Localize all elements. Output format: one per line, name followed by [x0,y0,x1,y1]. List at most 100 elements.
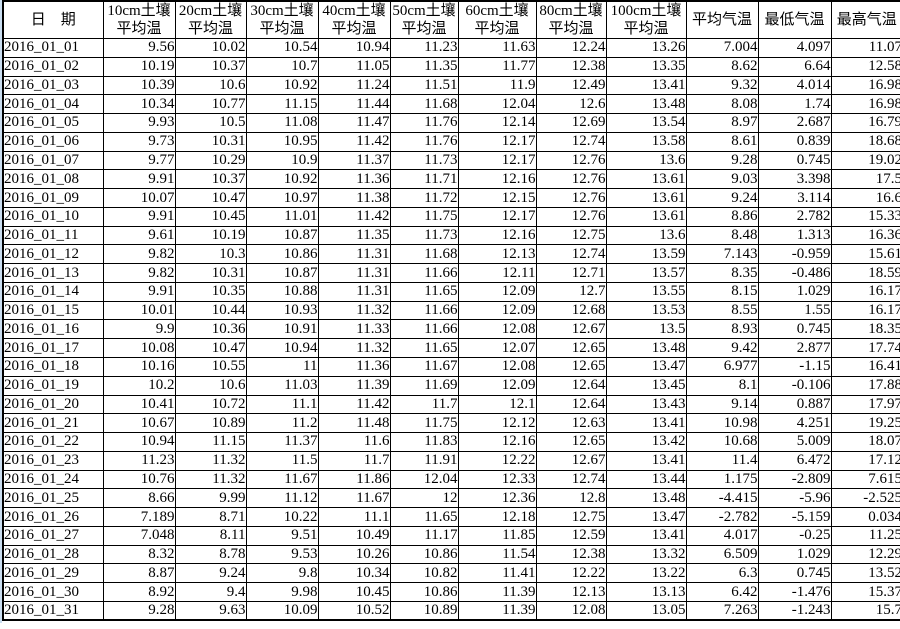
value-cell[interactable]: 13.47 [605,507,687,527]
value-cell[interactable]: 11.03 [245,375,319,396]
value-cell[interactable]: 11.69 [389,375,459,396]
value-cell[interactable]: 12.04 [389,469,459,490]
value-cell[interactable]: 17.97 [830,394,900,415]
value-cell[interactable]: 11.41 [457,563,537,584]
value-cell[interactable]: 10.88 [245,281,319,302]
value-cell[interactable]: 6.3 [685,563,759,584]
date-cell[interactable]: 2016_01_21 [2,413,104,434]
value-cell[interactable]: 10.94 [317,38,391,58]
value-cell[interactable]: 4.097 [757,38,832,58]
value-cell[interactable]: 16.41 [830,357,900,377]
value-cell[interactable]: 10.72 [174,394,247,415]
value-cell[interactable]: 8.92 [102,582,176,602]
value-cell[interactable]: 10.86 [389,582,459,602]
value-cell[interactable]: 12.76 [535,206,607,227]
value-cell[interactable]: 13.61 [605,188,687,208]
value-cell[interactable]: 11.67 [317,488,391,509]
value-cell[interactable]: 13.35 [605,56,687,77]
value-cell[interactable]: 13.44 [605,469,687,490]
value-cell[interactable]: 0.745 [757,150,832,171]
value-cell[interactable]: 12.65 [535,357,607,377]
date-cell[interactable]: 2016_01_02 [2,56,104,77]
value-cell[interactable]: 6.64 [757,56,832,77]
value-cell[interactable]: 1.55 [757,300,832,321]
value-cell[interactable]: -2.782 [685,507,759,527]
value-cell[interactable]: 13.13 [605,582,687,602]
date-cell[interactable]: 2016_01_24 [2,469,104,490]
value-cell[interactable]: 10.87 [245,225,319,246]
value-cell[interactable]: 10.77 [174,94,247,115]
value-cell[interactable]: 10.95 [245,131,319,152]
value-cell[interactable]: 7.143 [685,244,759,265]
value-cell[interactable]: 11.67 [245,469,319,490]
value-cell[interactable]: 11.35 [389,56,459,77]
value-cell[interactable]: 12.15 [457,188,537,208]
value-cell[interactable]: 16.17 [830,281,900,302]
value-cell[interactable]: 4.017 [685,525,759,546]
value-cell[interactable]: 11.32 [174,450,247,471]
value-cell[interactable]: 9.61 [102,225,176,246]
value-cell[interactable]: 10.37 [174,169,247,190]
value-cell[interactable]: 13.41 [605,450,687,471]
date-cell[interactable]: 2016_01_18 [2,357,104,377]
value-cell[interactable]: 16.6 [830,188,900,208]
date-cell[interactable]: 2016_01_31 [2,600,104,621]
header-date[interactable]: 日 期 [2,0,104,39]
value-cell[interactable]: 8.93 [685,319,759,340]
value-cell[interactable]: 13.53 [605,300,687,321]
value-cell[interactable]: 10.07 [102,188,176,208]
value-cell[interactable]: 13.6 [605,225,687,246]
value-cell[interactable]: 10.97 [245,188,319,208]
value-cell[interactable]: 13.26 [605,38,687,58]
value-cell[interactable]: 10.86 [245,244,319,265]
value-cell[interactable]: 8.15 [685,281,759,302]
value-cell[interactable]: 3.398 [757,169,832,190]
value-cell[interactable]: 0.839 [757,131,832,152]
value-cell[interactable]: 9.24 [174,563,247,584]
value-cell[interactable]: 10.89 [174,413,247,434]
value-cell[interactable]: 4.251 [757,413,832,434]
value-cell[interactable]: 11.63 [457,38,537,58]
header-soil-60cm[interactable]: 60cm土壤 平均温 [457,0,537,39]
value-cell[interactable]: 9.91 [102,169,176,190]
value-cell[interactable]: 12.09 [457,300,537,321]
value-cell[interactable]: -0.486 [757,263,832,283]
value-cell[interactable]: 17.5 [830,169,900,190]
value-cell[interactable]: 10.2 [102,375,176,396]
value-cell[interactable]: 12.58 [830,56,900,77]
value-cell[interactable]: 12.76 [535,169,607,190]
value-cell[interactable]: 12.68 [535,300,607,321]
value-cell[interactable]: 12.67 [535,319,607,340]
value-cell[interactable]: -2.525 [830,488,900,509]
value-cell[interactable]: 8.97 [685,113,759,133]
value-cell[interactable]: -1.243 [757,600,832,621]
value-cell[interactable]: 1.313 [757,225,832,246]
value-cell[interactable]: 9.42 [685,338,759,359]
value-cell[interactable]: 12.65 [535,432,607,452]
value-cell[interactable]: 11.67 [389,357,459,377]
value-cell[interactable]: 1.029 [757,281,832,302]
date-cell[interactable]: 2016_01_20 [2,394,104,415]
value-cell[interactable]: 12.49 [535,75,607,96]
value-cell[interactable]: 12.76 [535,150,607,171]
value-cell[interactable]: 11.15 [174,432,247,452]
value-cell[interactable]: 13.05 [605,600,687,621]
value-cell[interactable]: 11.47 [317,113,391,133]
value-cell[interactable]: 9.73 [102,131,176,152]
value-cell[interactable]: 12.16 [457,432,537,452]
value-cell[interactable]: 11.75 [389,413,459,434]
value-cell[interactable]: 10.44 [174,300,247,321]
value-cell[interactable]: 12.65 [535,338,607,359]
value-cell[interactable]: 10.19 [174,225,247,246]
value-cell[interactable]: 8.62 [685,56,759,77]
value-cell[interactable]: 11.25 [830,525,900,546]
value-cell[interactable]: 7.048 [102,525,176,546]
value-cell[interactable]: 11.15 [245,94,319,115]
value-cell[interactable]: 12.07 [457,338,537,359]
value-cell[interactable]: 2.782 [757,206,832,227]
value-cell[interactable]: 13.32 [605,544,687,565]
value-cell[interactable]: -4.415 [685,488,759,509]
value-cell[interactable]: 13.47 [605,357,687,377]
value-cell[interactable]: 17.74 [830,338,900,359]
value-cell[interactable]: 9.24 [685,188,759,208]
